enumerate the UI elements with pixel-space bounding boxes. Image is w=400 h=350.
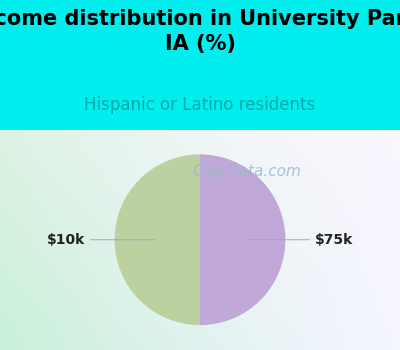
Wedge shape (114, 154, 200, 325)
Text: Income distribution in University Park,
IA (%): Income distribution in University Park, … (0, 9, 400, 54)
Text: City-Data.com: City-Data.com (192, 164, 302, 179)
Text: $75k: $75k (246, 233, 354, 247)
Text: $10k: $10k (46, 233, 154, 247)
Text: Hispanic or Latino residents: Hispanic or Latino residents (84, 96, 316, 114)
Text: ●: ● (212, 165, 222, 178)
Wedge shape (200, 154, 286, 325)
